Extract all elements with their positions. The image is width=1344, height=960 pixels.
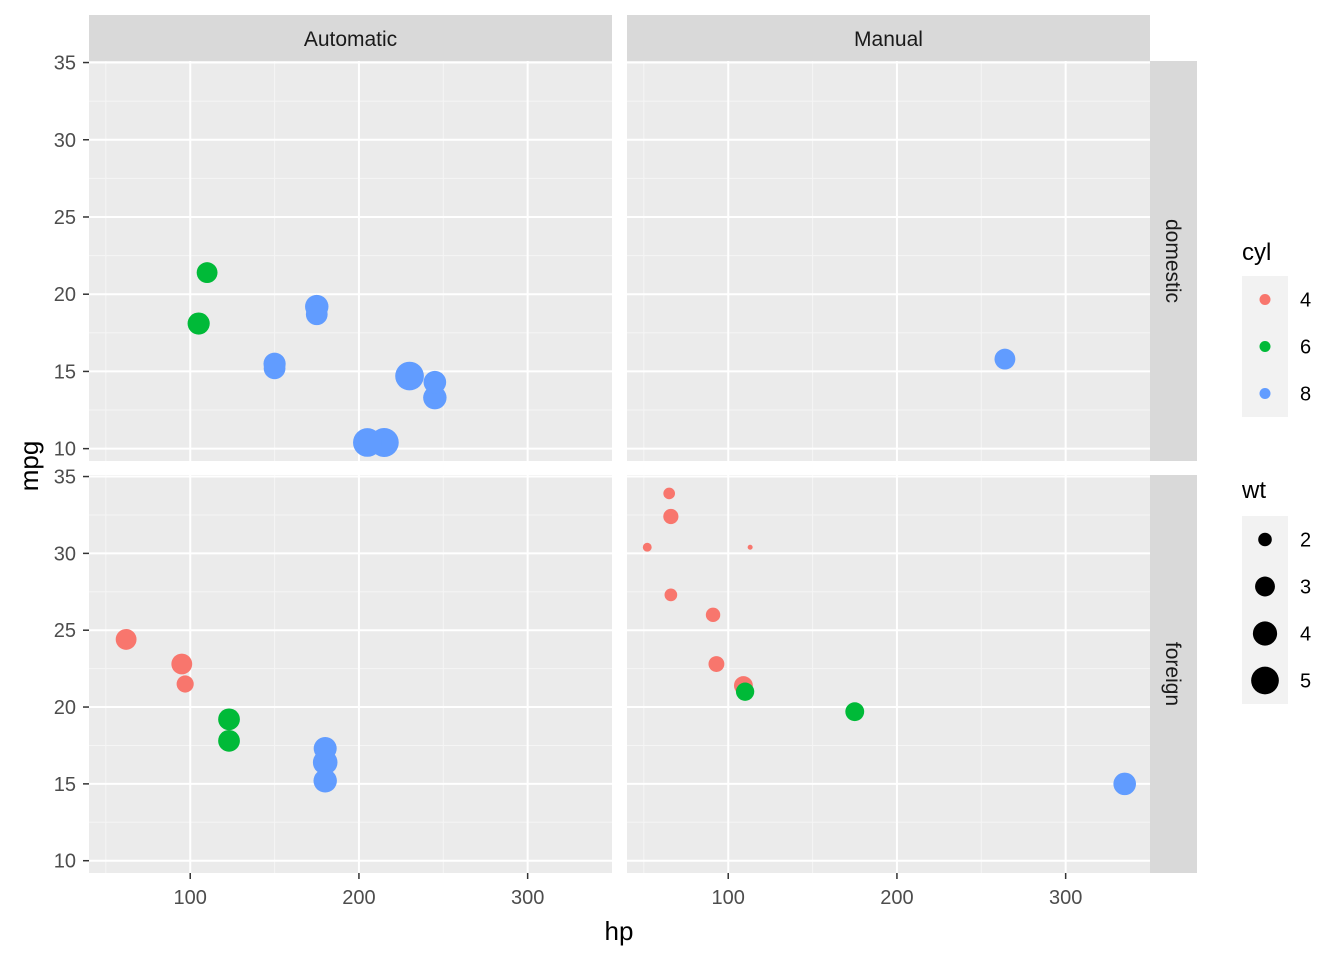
data-point	[196, 262, 218, 284]
legend-key-cyl	[1259, 294, 1271, 305]
data-point	[642, 542, 652, 552]
facet-strip-foreign	[1150, 475, 1197, 873]
legend-title-cyl: cyl	[1242, 239, 1271, 266]
data-point	[218, 729, 240, 752]
panel-automatic-foreign	[89, 475, 612, 873]
data-point	[305, 303, 328, 326]
panel-background	[89, 61, 612, 461]
data-point	[171, 653, 193, 675]
legend-label-cyl: 6	[1300, 337, 1311, 359]
legend-key-wt	[1255, 576, 1275, 597]
x-tick-label: 200	[342, 887, 375, 909]
data-point	[187, 312, 210, 335]
data-point	[423, 370, 447, 394]
data-point	[663, 508, 679, 525]
legend-key-wt	[1251, 666, 1279, 695]
data-point	[747, 544, 753, 550]
legend-key-cyl	[1259, 388, 1271, 399]
panel-background	[627, 475, 1150, 873]
y-tick-label: 15	[54, 361, 76, 383]
panel-manual-foreign	[627, 475, 1150, 873]
y-tick-label: 30	[54, 130, 76, 152]
legend-label-wt: 5	[1300, 671, 1311, 693]
legend-key-cyl	[1259, 341, 1271, 352]
data-point	[218, 708, 240, 731]
y-tick-label: 35	[54, 53, 76, 75]
data-point	[663, 487, 676, 500]
data-point	[994, 348, 1016, 370]
y-tick-label: 35	[54, 467, 76, 489]
panel-background	[89, 475, 612, 873]
data-point	[353, 428, 382, 457]
data-point	[395, 361, 424, 391]
legend-layer: cyl 4 6 8 wt 2 3 4 5	[1241, 239, 1311, 704]
facet-strip-label: foreign	[1161, 642, 1184, 706]
legend-label-wt: 3	[1300, 577, 1311, 599]
x-tick-label: 100	[174, 887, 207, 909]
facet-strip-domestic	[1150, 61, 1197, 461]
legend-label-cyl: 4	[1300, 290, 1311, 312]
legend-title-wt: wt	[1241, 477, 1266, 504]
y-axis-title: mpg	[14, 441, 44, 492]
y-tick-label: 25	[54, 207, 76, 229]
legend-label-wt: 4	[1300, 624, 1311, 646]
data-point	[735, 682, 755, 701]
panel-manual-domestic	[627, 61, 1150, 461]
panel-background	[627, 61, 1150, 461]
legend-key-wt	[1252, 621, 1278, 646]
legend-key-wt	[1258, 532, 1272, 547]
data-point	[1113, 772, 1136, 796]
y-tick-label: 10	[54, 851, 76, 873]
facet-strip-automatic	[89, 15, 612, 61]
y-tick-label: 20	[54, 284, 76, 306]
facet-strip-label: Automatic	[304, 28, 397, 51]
data-point	[705, 607, 721, 623]
facet-strip-label: Manual	[854, 28, 923, 51]
data-point	[664, 588, 678, 602]
legend-label-cyl: 8	[1300, 384, 1311, 406]
data-point	[313, 769, 337, 793]
y-tick-label: 20	[54, 697, 76, 719]
data-point	[263, 357, 286, 380]
x-tick-label: 200	[880, 887, 913, 909]
facet-strip-manual	[627, 15, 1150, 61]
panels-layer: Automatic Manual domestic foreign 10 15 20 25 30…	[54, 15, 1197, 909]
y-tick-label: 10	[54, 439, 76, 461]
data-point	[313, 737, 337, 761]
x-tick-label: 100	[712, 887, 745, 909]
legend-label-wt: 2	[1300, 530, 1311, 552]
x-tick-label: 300	[511, 887, 544, 909]
data-point	[845, 702, 865, 722]
y-tick-label: 30	[54, 543, 76, 565]
data-point	[708, 656, 725, 672]
data-point	[115, 629, 137, 650]
panel-automatic-domestic	[89, 61, 612, 461]
y-tick-label: 25	[54, 620, 76, 642]
x-axis-title: hp	[605, 916, 634, 946]
x-tick-label: 300	[1049, 887, 1082, 909]
facet-strip-label: domestic	[1161, 219, 1184, 303]
data-point	[176, 675, 194, 693]
y-tick-label: 15	[54, 774, 76, 796]
